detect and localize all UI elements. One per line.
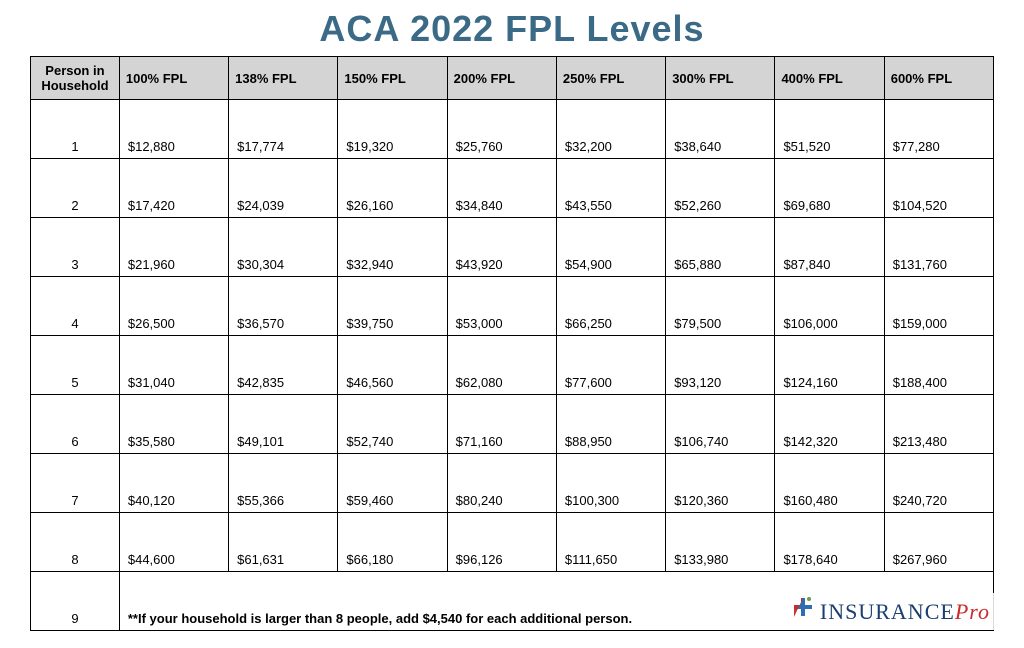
value-cell: $62,080 [447,336,556,395]
value-cell: $106,000 [775,277,884,336]
value-cell: $40,120 [119,454,228,513]
value-cell: $71,160 [447,395,556,454]
value-cell: $17,774 [229,100,338,159]
brand-text: INSURANCEPro [820,599,990,625]
value-cell: $55,366 [229,454,338,513]
value-cell: $133,980 [666,513,775,572]
person-cell: 1 [31,100,120,159]
value-cell: $96,126 [447,513,556,572]
col-header-138: 138% FPL [229,57,338,100]
col-header-100: 100% FPL [119,57,228,100]
col-header-household: Person in Household [31,57,120,100]
value-cell: $31,040 [119,336,228,395]
value-cell: $111,650 [556,513,665,572]
value-cell: $51,520 [775,100,884,159]
value-cell: $30,304 [229,218,338,277]
table-row: 1$12,880$17,774$19,320$25,760$32,200$38,… [31,100,994,159]
value-cell: $120,360 [666,454,775,513]
value-cell: $93,120 [666,336,775,395]
table-header-row: Person in Household 100% FPL 138% FPL 15… [31,57,994,100]
value-cell: $124,160 [775,336,884,395]
cross-icon [788,595,816,628]
value-cell: $24,039 [229,159,338,218]
col-header-400: 400% FPL [775,57,884,100]
value-cell: $69,680 [775,159,884,218]
col-header-150: 150% FPL [338,57,447,100]
value-cell: $160,480 [775,454,884,513]
person-cell: 9 [31,572,120,631]
value-cell: $17,420 [119,159,228,218]
value-cell: $213,480 [884,395,993,454]
value-cell: $79,500 [666,277,775,336]
value-cell: $36,570 [229,277,338,336]
value-cell: $42,835 [229,336,338,395]
value-cell: $39,750 [338,277,447,336]
value-cell: $80,240 [447,454,556,513]
value-cell: $59,460 [338,454,447,513]
col-header-600: 600% FPL [884,57,993,100]
value-cell: $35,580 [119,395,228,454]
value-cell: $142,320 [775,395,884,454]
value-cell: $38,640 [666,100,775,159]
value-cell: $104,520 [884,159,993,218]
value-cell: $32,940 [338,218,447,277]
value-cell: $52,740 [338,395,447,454]
person-cell: 7 [31,454,120,513]
value-cell: $100,300 [556,454,665,513]
person-cell: 6 [31,395,120,454]
value-cell: $87,840 [775,218,884,277]
value-cell: $44,600 [119,513,228,572]
person-cell: 3 [31,218,120,277]
value-cell: $49,101 [229,395,338,454]
page-title: ACA 2022 FPL Levels [0,8,1024,50]
col-header-250: 250% FPL [556,57,665,100]
person-cell: 5 [31,336,120,395]
brand-primary: INSURANCE [820,599,955,624]
col-header-200: 200% FPL [447,57,556,100]
value-cell: $88,950 [556,395,665,454]
value-cell: $34,840 [447,159,556,218]
person-cell: 2 [31,159,120,218]
table-row: 2$17,420$24,039$26,160$34,840$43,550$52,… [31,159,994,218]
value-cell: $19,320 [338,100,447,159]
value-cell: $131,760 [884,218,993,277]
value-cell: $25,760 [447,100,556,159]
value-cell: $65,880 [666,218,775,277]
value-cell: $32,200 [556,100,665,159]
person-cell: 4 [31,277,120,336]
value-cell: $26,160 [338,159,447,218]
value-cell: $267,960 [884,513,993,572]
table-row: 5$31,040$42,835$46,560$62,080$77,600$93,… [31,336,994,395]
person-cell: 8 [31,513,120,572]
value-cell: $52,260 [666,159,775,218]
value-cell: $53,000 [447,277,556,336]
value-cell: $77,280 [884,100,993,159]
value-cell: $61,631 [229,513,338,572]
fpl-table-container: Person in Household 100% FPL 138% FPL 15… [30,56,994,631]
brand-logo: INSURANCEPro [784,593,994,630]
value-cell: $26,500 [119,277,228,336]
value-cell: $12,880 [119,100,228,159]
brand-secondary: Pro [955,599,990,624]
value-cell: $77,600 [556,336,665,395]
value-cell: $66,180 [338,513,447,572]
value-cell: $240,720 [884,454,993,513]
value-cell: $106,740 [666,395,775,454]
value-cell: $66,250 [556,277,665,336]
value-cell: $21,960 [119,218,228,277]
value-cell: $159,000 [884,277,993,336]
value-cell: $178,640 [775,513,884,572]
value-cell: $43,550 [556,159,665,218]
fpl-table: Person in Household 100% FPL 138% FPL 15… [30,56,994,631]
table-row: 8$44,600$61,631$66,180$96,126$111,650$13… [31,513,994,572]
col-header-300: 300% FPL [666,57,775,100]
table-row: 3$21,960$30,304$32,940$43,920$54,900$65,… [31,218,994,277]
table-row: 4$26,500$36,570$39,750$53,000$66,250$79,… [31,277,994,336]
value-cell: $43,920 [447,218,556,277]
value-cell: $46,560 [338,336,447,395]
table-row: 6$35,580$49,101$52,740$71,160$88,950$106… [31,395,994,454]
value-cell: $54,900 [556,218,665,277]
value-cell: $188,400 [884,336,993,395]
table-row: 7$40,120$55,366$59,460$80,240$100,300$12… [31,454,994,513]
